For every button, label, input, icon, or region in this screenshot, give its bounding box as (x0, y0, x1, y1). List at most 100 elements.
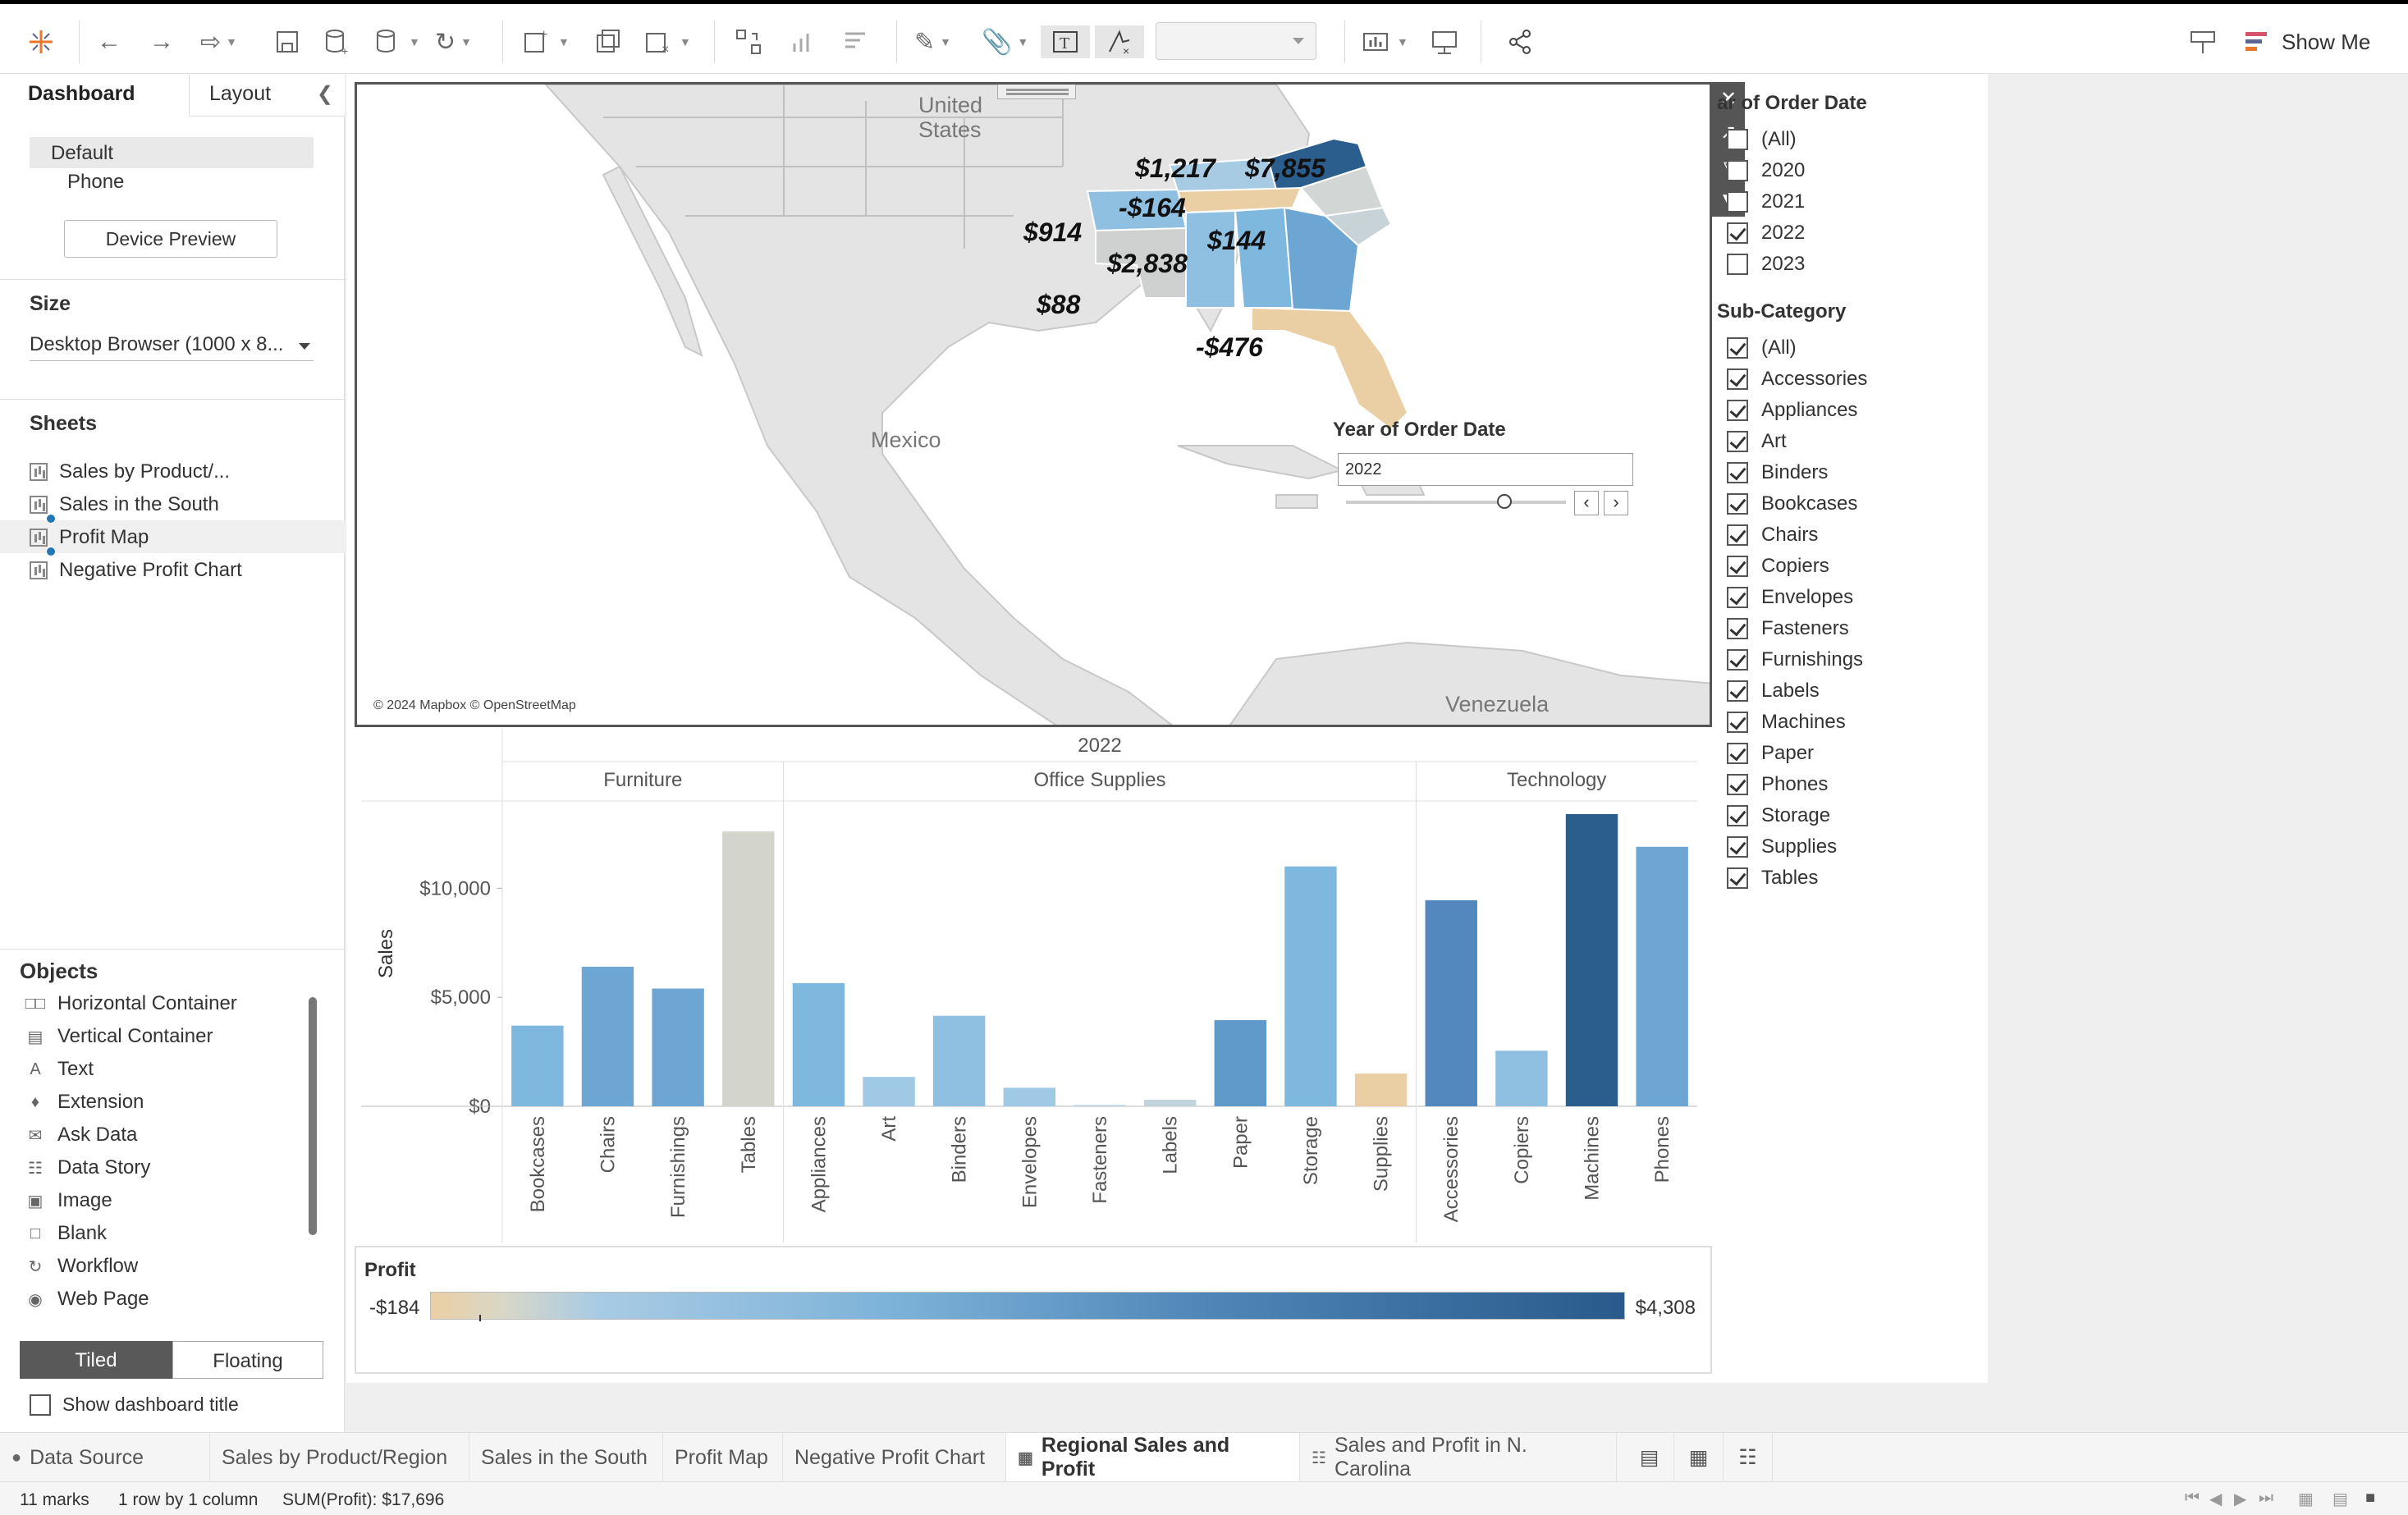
checkbox[interactable] (1727, 618, 1748, 639)
collapse-icon[interactable]: ❮ (316, 83, 333, 105)
subcategory-filter-item[interactable]: Envelopes (1727, 583, 1853, 612)
fix-axes-icon[interactable]: × (1095, 25, 1144, 58)
object-web-page[interactable]: ◉ Web Page (25, 1284, 149, 1315)
new-data-source-icon[interactable]: + (320, 25, 353, 58)
filmstrip-view-icon[interactable]: ▤ (2332, 1490, 2348, 1508)
checkbox[interactable] (1727, 867, 1748, 889)
checkbox[interactable] (1727, 743, 1748, 764)
year-filter-item[interactable]: 2022 (1727, 218, 1805, 248)
tab-profit-map[interactable]: Profit Map (663, 1433, 783, 1482)
tab-regional-sales-and-profit[interactable]: ▦ Regional Sales and Profit (1006, 1433, 1300, 1482)
subcategory-filter-item[interactable]: Bookcases (1727, 489, 1857, 519)
sheet-item-profit-map[interactable]: Profit Map (30, 522, 149, 556)
save-icon[interactable] (271, 25, 304, 58)
tab-data-source[interactable]: ● Data Source (0, 1433, 210, 1482)
profit-map[interactable]: United States Mexico Venezuela © 2024 Ma… (355, 82, 1712, 727)
subcategory-filter-item[interactable]: Appliances (1727, 396, 1857, 425)
checkbox[interactable] (1727, 524, 1748, 546)
year-slider-thumb[interactable] (1497, 494, 1512, 509)
subcategory-filter-item[interactable]: Machines (1727, 707, 1846, 737)
checkbox[interactable] (1727, 836, 1748, 858)
checkbox[interactable] (1727, 493, 1748, 515)
new-worksheet-tab-icon[interactable]: ▤ (1625, 1433, 1674, 1482)
drag-handle[interactable] (997, 85, 1076, 99)
subcategory-filter-item[interactable]: Art (1727, 427, 1787, 456)
checkbox[interactable] (1727, 160, 1748, 181)
undo-icon[interactable]: ← (97, 28, 121, 55)
grid-view-icon[interactable]: ▦ (2298, 1490, 2314, 1508)
close-icon[interactable]: ✕ (1719, 88, 1737, 110)
object-vertical-container[interactable]: ▤ Vertical Container (25, 1021, 213, 1052)
objects-scrollbar[interactable] (309, 997, 317, 1235)
subcategory-filter-item[interactable]: Phones (1727, 770, 1828, 799)
checkbox[interactable] (1727, 556, 1748, 577)
checkbox[interactable] (1727, 680, 1748, 702)
subcategory-filter-item[interactable]: Tables (1727, 863, 1818, 893)
presentation-icon[interactable]: ▼ (1359, 25, 1408, 58)
subcategory-filter-item[interactable]: Labels (1727, 676, 1820, 706)
tiled-button[interactable]: Tiled (20, 1341, 172, 1379)
object-text[interactable]: A Text (25, 1054, 94, 1085)
object-ask-data[interactable]: ✉ Ask Data (25, 1119, 138, 1151)
checkbox[interactable] (1727, 805, 1748, 826)
subcategory-filter-item[interactable]: (All) (1727, 333, 1797, 363)
sheet-item-negative-profit-chart[interactable]: Negative Profit Chart (30, 555, 242, 586)
checkbox[interactable] (1727, 774, 1748, 795)
tab-dashboard[interactable]: Dashboard (0, 74, 189, 117)
year-next-button[interactable]: › (1604, 491, 1628, 515)
subcategory-filter-item[interactable]: Fasteners (1727, 614, 1849, 643)
device-default[interactable]: Default (30, 137, 314, 168)
sort-ascending-icon[interactable] (785, 25, 817, 58)
object-data-story[interactable]: ☷ Data Story (25, 1152, 150, 1183)
checkbox[interactable] (1727, 431, 1748, 452)
checkbox[interactable] (1727, 400, 1748, 421)
checkbox[interactable] (1727, 129, 1748, 150)
year-filter-item[interactable]: 2021 (1727, 187, 1805, 217)
checkbox[interactable] (1727, 587, 1748, 608)
checkbox[interactable] (1727, 254, 1748, 275)
object-extension[interactable]: ♦ Extension (25, 1087, 144, 1118)
swap-rows-columns-icon[interactable] (732, 25, 765, 58)
device-phone[interactable]: Phone (67, 171, 125, 193)
floating-button[interactable]: Floating (172, 1341, 323, 1379)
tab-sales-by-product-region[interactable]: Sales by Product/Region (210, 1433, 469, 1482)
next-page-icon[interactable]: ▶ (2234, 1490, 2247, 1508)
size-select[interactable]: Desktop Browser (1000 x 8... (30, 328, 314, 361)
tableau-logo-icon[interactable] (25, 25, 57, 58)
redo-icon[interactable]: → (149, 28, 174, 55)
present-mode-icon[interactable] (1428, 25, 1461, 58)
year-filter-item[interactable]: 2020 (1727, 156, 1805, 185)
year-slider-track[interactable] (1346, 501, 1566, 504)
subcategory-filter-item[interactable]: Chairs (1727, 520, 1818, 550)
show-me-button[interactable]: Show Me (2245, 24, 2370, 60)
new-worksheet-icon[interactable]: + ▼ (520, 25, 570, 58)
replay-icon[interactable]: ⇨ ▼ (200, 28, 237, 56)
year-prev-button[interactable]: ‹ (1574, 491, 1599, 515)
year-filter-item[interactable]: (All) (1727, 125, 1797, 154)
subcategory-filter-item[interactable]: Storage (1727, 801, 1830, 831)
subcategory-filter-item[interactable]: Supplies (1727, 832, 1837, 862)
worksheet-signpost-icon[interactable] (2186, 25, 2219, 58)
year-slider-input[interactable]: 2022 (1338, 453, 1633, 486)
object-image[interactable]: ▣ Image (25, 1185, 112, 1216)
device-preview-button[interactable]: Device Preview (64, 220, 277, 258)
new-story-tab-icon[interactable]: ☷ (1724, 1433, 1773, 1482)
checkbox[interactable] (30, 1394, 51, 1416)
tab-sales-in-the-south[interactable]: Sales in the South (469, 1433, 663, 1482)
object-horizontal-container[interactable]: □□ Horizontal Container (25, 988, 237, 1019)
tab-sales-and-profit-nc[interactable]: ☷ Sales and Profit in N. Carolina (1300, 1433, 1617, 1482)
subcategory-filter-item[interactable]: Binders (1727, 458, 1828, 487)
checkbox[interactable] (1727, 649, 1748, 671)
sheet-item-sales-in-the-south[interactable]: Sales in the South (30, 489, 219, 524)
checkbox[interactable] (1727, 368, 1748, 390)
highlight-icon[interactable]: ✎ ▼ (914, 28, 951, 56)
checkbox[interactable] (1727, 712, 1748, 733)
subcategory-filter-item[interactable]: Paper (1727, 739, 1814, 768)
subcategory-filter-item[interactable]: Accessories (1727, 364, 1867, 394)
group-members-icon[interactable]: 📎 ▼ (982, 28, 1029, 56)
new-dashboard-tab-icon[interactable]: ▦ (1674, 1433, 1724, 1482)
last-page-icon[interactable]: ⏭ (2259, 1489, 2273, 1507)
object-blank[interactable]: □ Blank (25, 1218, 107, 1249)
duplicate-icon[interactable] (593, 25, 625, 58)
subcategory-filter-item[interactable]: Furnishings (1727, 645, 1863, 675)
